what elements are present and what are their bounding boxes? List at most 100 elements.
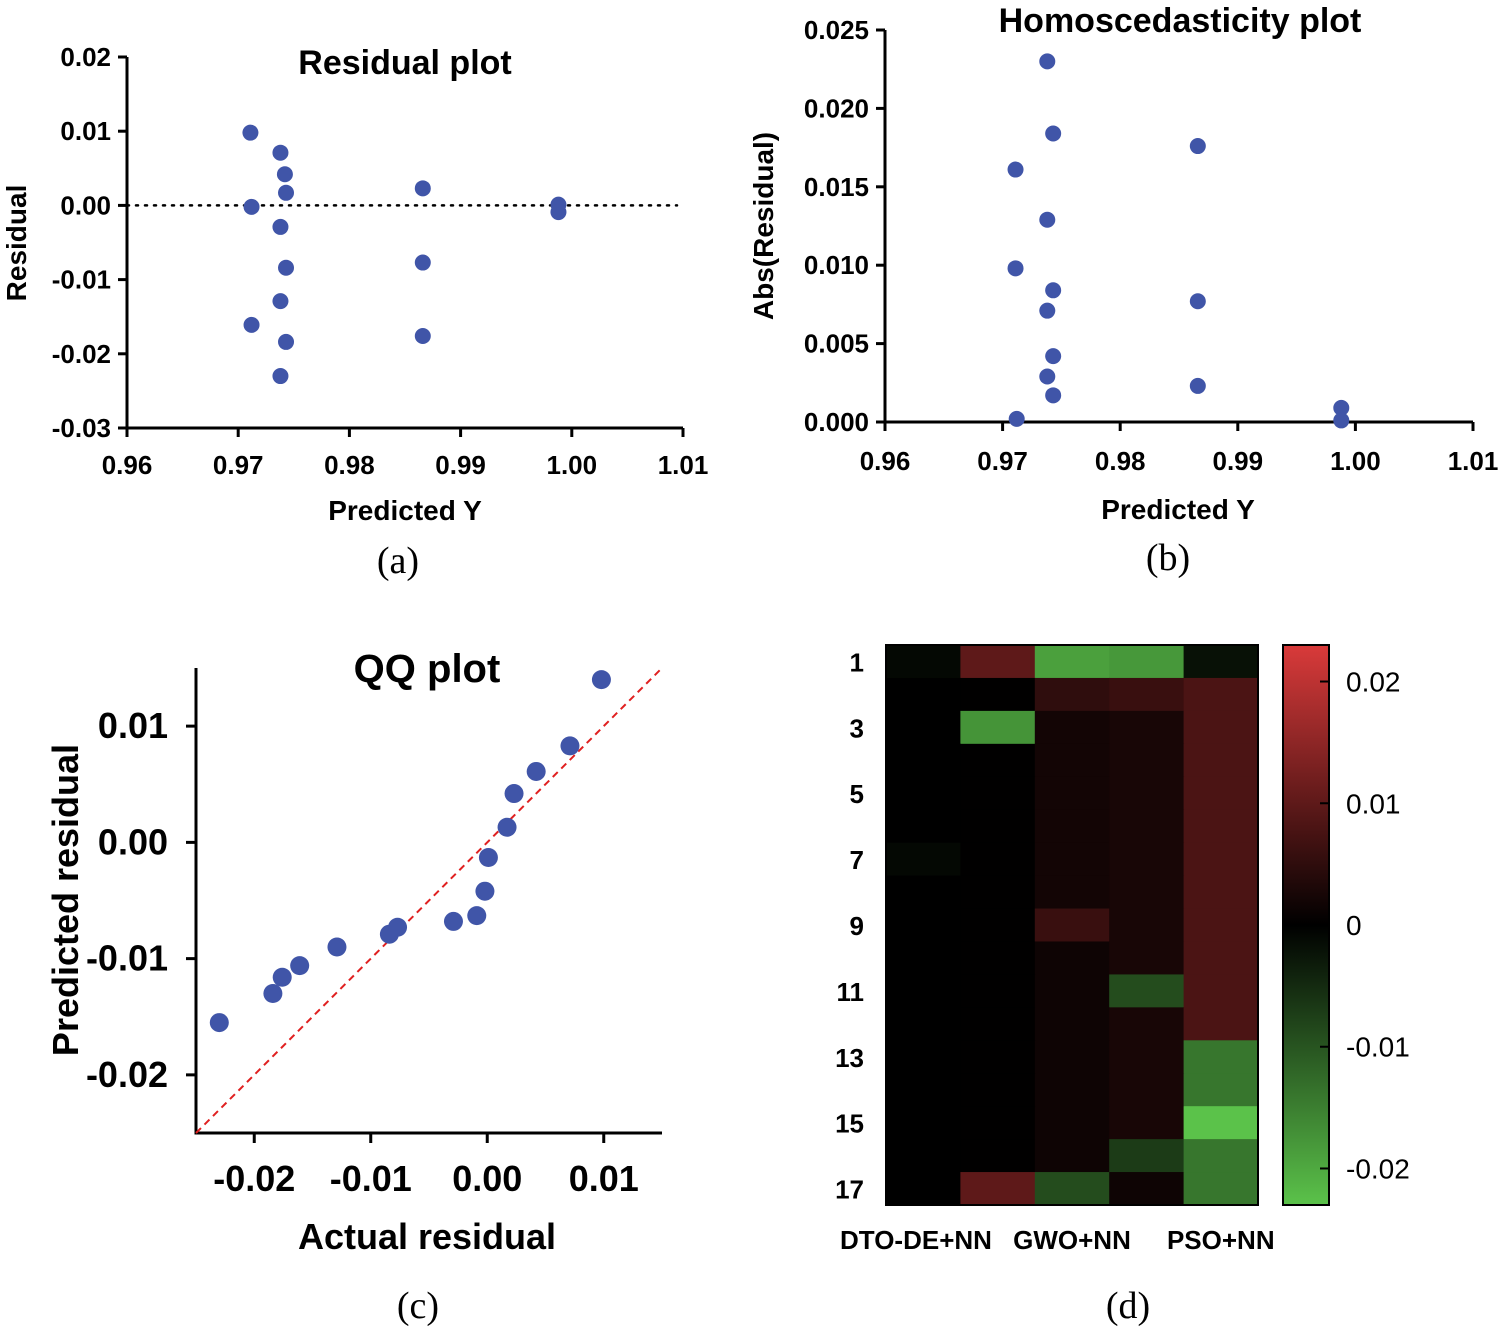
panel-d-cell (886, 743, 961, 778)
panel-c-point (443, 911, 463, 931)
panel-d-cell (960, 1073, 1036, 1107)
panel-d-cell (1109, 677, 1185, 712)
panel-d-cell (1183, 908, 1259, 943)
panel-d-cell (1109, 1040, 1185, 1074)
panel-a-point (278, 259, 295, 276)
panel-a-axes (125, 57, 683, 430)
panel-c-point (478, 847, 498, 867)
panel-d-colorbar-label: 0.02 (1346, 667, 1401, 698)
panel-d-cell (886, 974, 961, 1008)
panel-b-point (1045, 125, 1062, 142)
panel-d-cell (1183, 809, 1259, 844)
panel-d-column-label: DTO-DE+NN (840, 1225, 992, 1255)
panel-b-ytick-label: 0.000 (804, 407, 869, 437)
panel-c-reference-line (195, 667, 663, 1134)
panel-d-cell (1034, 1007, 1110, 1041)
panel-d-cell (1034, 875, 1110, 910)
panel-d-cell (960, 941, 1036, 976)
panel-d-frame (885, 644, 1259, 1206)
panel-d-cell (886, 1172, 961, 1206)
panel-a-point (278, 333, 295, 350)
panel-b-point (1045, 348, 1062, 365)
panel-d-cell (1109, 645, 1185, 679)
panel-d-row-label: 11 (837, 977, 865, 1007)
panel-d-cell (1034, 809, 1110, 844)
panel-d-cell (886, 677, 961, 712)
panel-c-xlabel: Actual residual (298, 1216, 556, 1257)
panel-d-caption: (d) (1106, 1285, 1150, 1327)
panel-a-point (243, 316, 260, 333)
panel-d-cell (1183, 645, 1259, 679)
panel-b-point (1333, 399, 1350, 416)
panel-a-ytick-label: 0.02 (60, 42, 111, 72)
panel-c-point (526, 761, 546, 781)
panel-c-ytick-label: 0.01 (98, 705, 168, 746)
panel-a-xtick-label: 1.01 (658, 450, 709, 480)
panel-c-point (497, 817, 517, 837)
panel-b-xtick-label: 0.99 (1212, 446, 1263, 476)
panel-d-cell (1109, 743, 1185, 778)
panel-b-point (1189, 377, 1206, 394)
panel-c-point (272, 967, 292, 987)
panel-d-cell (886, 645, 961, 679)
panel-d-cell (1034, 645, 1110, 679)
panel-d-cell (1034, 974, 1110, 1008)
panel-d-cell (1183, 1172, 1259, 1206)
panel-a-point (243, 198, 260, 215)
panel-d-cell (886, 842, 961, 877)
panel-d-cell (1183, 743, 1259, 778)
panel-d-column-label: GWO+NN (1013, 1225, 1131, 1255)
panel-d-cell (1183, 710, 1259, 745)
panel-d-cell (1109, 842, 1185, 877)
panel-d-cell (960, 974, 1036, 1008)
panel-a-point (550, 204, 567, 221)
panel-d-cell (886, 809, 961, 844)
panel-c (186, 667, 663, 1143)
panel-d-cell (960, 776, 1036, 811)
panel-d-cell (886, 941, 961, 976)
panel-a (118, 55, 685, 437)
panel-a-ytick-label: 0.01 (60, 116, 111, 146)
panel-d-cell (960, 842, 1036, 877)
panel-a-caption: (a) (377, 540, 419, 582)
panel-d-row-label: 17 (835, 1175, 864, 1205)
panel-b-xtick-label: 1.00 (1330, 446, 1381, 476)
panel-d-cell (960, 1007, 1036, 1041)
panel-d-row-label: 7 (850, 845, 864, 875)
panel-c-xtick-label: -0.01 (330, 1158, 412, 1199)
panel-d-cell (1034, 941, 1110, 976)
panel-d-cell (1034, 1040, 1110, 1074)
panel-d-colorbar-label: -0.01 (1346, 1032, 1410, 1063)
panel-c-point (467, 906, 487, 926)
panel-d-cell (1109, 908, 1185, 943)
panel-d-row-label: 15 (835, 1109, 864, 1139)
panel-c-caption: (c) (397, 1285, 439, 1327)
panel-d-cell (1034, 1073, 1110, 1107)
panel-d-cell (960, 710, 1036, 745)
panel-d-cell (1109, 1139, 1185, 1173)
panel-d-cell (886, 1007, 961, 1041)
panel-a-point (278, 184, 295, 201)
panel-a-point (414, 180, 431, 197)
panel-d-cell (1109, 1007, 1185, 1041)
panel-d-cell (960, 1106, 1036, 1140)
panel-d-cell (1183, 875, 1259, 910)
panel-b-point (1039, 368, 1056, 385)
panel-b-ytick-label: 0.005 (804, 329, 869, 359)
panel-d-cell (1109, 1172, 1185, 1206)
panel-d-cell (886, 1040, 961, 1074)
panel-d-cell (1183, 974, 1259, 1008)
panel-d-cell (1109, 974, 1185, 1008)
panel-d-cell (1109, 875, 1185, 910)
panel-b-point (1039, 211, 1056, 228)
panel-d-colorbar-label: 0.01 (1346, 788, 1401, 819)
panel-d-cell (886, 1106, 961, 1140)
panel-d-cell (886, 776, 961, 811)
panel-d-cell (960, 1172, 1036, 1206)
panel-a-xlabel: Predicted Y (328, 495, 482, 526)
panel-d-cell (1034, 1172, 1110, 1206)
panel-d-row-label: 13 (835, 1043, 864, 1073)
panel-d-colorbar-label: 0 (1346, 910, 1362, 941)
panel-a-point (272, 293, 289, 310)
panel-a-xtick-label: 0.99 (435, 450, 486, 480)
